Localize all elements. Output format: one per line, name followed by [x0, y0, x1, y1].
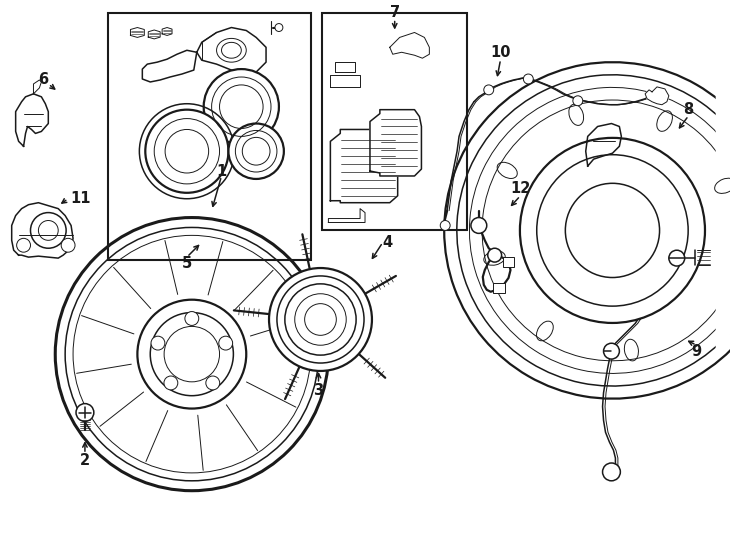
- Text: 3: 3: [313, 383, 324, 398]
- Circle shape: [31, 213, 66, 248]
- Text: 11: 11: [70, 191, 91, 206]
- Text: 10: 10: [490, 45, 511, 60]
- Circle shape: [565, 183, 660, 278]
- Circle shape: [573, 96, 583, 106]
- Circle shape: [523, 74, 534, 84]
- Circle shape: [269, 268, 372, 371]
- Text: 5: 5: [182, 255, 192, 271]
- Bar: [503, 257, 515, 267]
- Circle shape: [275, 24, 283, 31]
- Text: 8: 8: [683, 102, 694, 117]
- Circle shape: [17, 238, 31, 252]
- Polygon shape: [148, 30, 160, 39]
- Polygon shape: [142, 50, 197, 82]
- Circle shape: [440, 220, 450, 231]
- Text: 2: 2: [80, 453, 90, 468]
- Circle shape: [471, 218, 487, 233]
- Polygon shape: [370, 110, 421, 176]
- Polygon shape: [645, 87, 669, 105]
- Text: 4: 4: [382, 235, 393, 250]
- Text: 12: 12: [510, 181, 531, 197]
- Circle shape: [145, 110, 228, 193]
- Polygon shape: [12, 202, 73, 258]
- Circle shape: [603, 343, 619, 359]
- Polygon shape: [15, 94, 48, 146]
- Polygon shape: [162, 28, 172, 36]
- Circle shape: [488, 248, 501, 262]
- Circle shape: [520, 138, 705, 323]
- Circle shape: [61, 238, 75, 252]
- Bar: [322, 12, 467, 231]
- Polygon shape: [330, 130, 398, 202]
- Circle shape: [76, 403, 94, 421]
- Text: 7: 7: [390, 5, 400, 20]
- Circle shape: [164, 376, 178, 390]
- Circle shape: [206, 376, 219, 390]
- Circle shape: [228, 124, 284, 179]
- Circle shape: [151, 336, 165, 350]
- Circle shape: [305, 303, 336, 335]
- Text: 1: 1: [217, 164, 227, 179]
- Bar: [108, 12, 310, 260]
- Bar: [493, 283, 504, 293]
- Polygon shape: [131, 28, 145, 37]
- Circle shape: [219, 336, 233, 350]
- Circle shape: [484, 85, 494, 95]
- Circle shape: [185, 312, 199, 326]
- Polygon shape: [716, 62, 734, 359]
- Circle shape: [204, 69, 279, 144]
- Text: 6: 6: [38, 72, 48, 87]
- Circle shape: [603, 463, 620, 481]
- Polygon shape: [197, 28, 266, 74]
- Circle shape: [669, 250, 685, 266]
- Text: 9: 9: [691, 343, 702, 359]
